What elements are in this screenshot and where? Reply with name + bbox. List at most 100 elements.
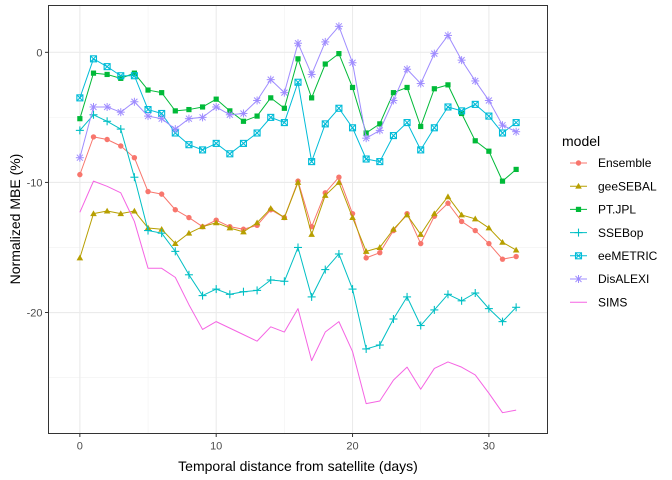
data-point-pt-jpl bbox=[349, 84, 356, 91]
data-point-geesebal bbox=[471, 215, 479, 222]
data-point-pt-jpl bbox=[486, 148, 492, 154]
legend-key-marker bbox=[575, 182, 582, 189]
data-point-geesebal bbox=[117, 210, 125, 217]
data-point-eemetric bbox=[280, 119, 288, 127]
data-point-eemetric bbox=[471, 100, 479, 108]
axes: 0 10 20 30 0 -10 -20 bbox=[27, 47, 495, 452]
data-point-ensemble bbox=[486, 240, 492, 247]
data-point-disalexi bbox=[348, 58, 357, 67]
data-point-ssebop bbox=[498, 317, 507, 326]
data-point-ensemble bbox=[172, 207, 178, 213]
data-point-ensemble bbox=[158, 191, 165, 197]
data-point-eemetric bbox=[335, 104, 343, 112]
data-point-eemetric bbox=[212, 139, 220, 147]
data-point-eemetric bbox=[430, 124, 438, 132]
x-tick-label: 10 bbox=[210, 441, 222, 453]
data-point-geesebal bbox=[417, 231, 425, 237]
data-point-disalexi bbox=[130, 97, 139, 106]
data-point-eemetric bbox=[76, 94, 84, 102]
data-point-disalexi bbox=[225, 110, 234, 119]
data-point-eemetric bbox=[389, 132, 397, 140]
data-point-geesebal bbox=[131, 207, 138, 214]
data-point-eemetric bbox=[226, 150, 234, 158]
data-point-ssebop bbox=[103, 117, 112, 126]
data-point-disalexi bbox=[498, 121, 507, 130]
series-eemetric bbox=[76, 55, 520, 166]
x-axis-title: Temporal distance from satellite (days) bbox=[178, 458, 418, 474]
data-point-eemetric bbox=[294, 78, 302, 86]
data-point-pt-jpl bbox=[377, 121, 383, 127]
legend-key-marker bbox=[574, 252, 583, 260]
legend-item-sims: SIMS bbox=[570, 295, 627, 309]
data-point-ssebop bbox=[75, 126, 84, 135]
data-point-disalexi bbox=[157, 114, 166, 123]
data-point-disalexi bbox=[198, 113, 207, 122]
data-point-disalexi bbox=[307, 70, 316, 79]
data-point-ssebop bbox=[484, 304, 493, 313]
data-point-eemetric bbox=[458, 107, 466, 115]
data-point-eemetric bbox=[485, 112, 493, 120]
data-point-disalexi bbox=[144, 112, 153, 121]
x-tick-label: 30 bbox=[483, 441, 495, 453]
data-point-geesebal bbox=[90, 210, 97, 217]
data-point-geesebal bbox=[212, 219, 220, 226]
data-point-ssebop bbox=[416, 321, 425, 330]
data-point-pt-jpl bbox=[404, 84, 410, 91]
data-point-eemetric bbox=[417, 146, 425, 154]
data-point-pt-jpl bbox=[322, 61, 328, 67]
data-point-pt-jpl bbox=[363, 130, 369, 136]
data-point-ssebop bbox=[443, 290, 452, 299]
data-point-ssebop bbox=[225, 290, 234, 299]
data-point-disalexi bbox=[403, 65, 412, 74]
data-point-disalexi bbox=[116, 108, 125, 117]
data-point-ensemble bbox=[104, 136, 110, 143]
data-point-pt-jpl bbox=[431, 86, 437, 92]
data-point-eemetric bbox=[444, 103, 452, 111]
data-point-geesebal bbox=[512, 246, 520, 253]
data-point-ensemble bbox=[458, 218, 465, 225]
data-point-disalexi bbox=[212, 102, 221, 111]
data-point-eemetric bbox=[185, 141, 193, 149]
data-point-geesebal bbox=[458, 211, 465, 218]
data-point-ensemble bbox=[186, 214, 192, 221]
data-point-pt-jpl bbox=[513, 166, 519, 173]
data-point-geesebal bbox=[444, 193, 452, 200]
data-point-ssebop bbox=[375, 341, 384, 350]
data-point-geesebal bbox=[308, 231, 315, 237]
data-point-ssebop bbox=[294, 243, 302, 252]
legend-label: DisALEXI bbox=[598, 272, 649, 286]
data-point-pt-jpl bbox=[159, 90, 165, 96]
data-point-pt-jpl bbox=[104, 71, 110, 78]
data-point-pt-jpl bbox=[77, 116, 83, 122]
data-point-disalexi bbox=[321, 37, 330, 46]
data-point-pt-jpl bbox=[336, 51, 342, 57]
data-point-ensemble bbox=[131, 155, 138, 161]
data-point-pt-jpl bbox=[418, 123, 424, 130]
data-point-geesebal bbox=[185, 229, 193, 236]
data-point-pt-jpl bbox=[295, 56, 301, 62]
data-point-ssebop bbox=[307, 292, 316, 301]
data-point-ssebop bbox=[157, 229, 166, 238]
data-point-disalexi bbox=[457, 56, 466, 65]
x-tick-label: 0 bbox=[77, 441, 83, 453]
plot-panel bbox=[48, 5, 548, 434]
y-tick-label: -10 bbox=[27, 177, 43, 189]
data-point-pt-jpl bbox=[472, 138, 478, 144]
data-point-eemetric bbox=[348, 124, 357, 132]
data-point-eemetric bbox=[362, 155, 370, 163]
data-point-ensemble bbox=[499, 256, 506, 262]
data-point-ensemble bbox=[118, 143, 124, 149]
grid-lines bbox=[48, 5, 548, 434]
data-point-pt-jpl bbox=[254, 113, 260, 119]
data-point-geesebal bbox=[76, 254, 84, 261]
data-point-disalexi bbox=[294, 39, 302, 48]
data-point-eemetric bbox=[308, 158, 316, 166]
legend-item-ssebop: SSEBop bbox=[570, 226, 644, 240]
series-line-sims bbox=[79, 180, 517, 414]
y-tick-label: 0 bbox=[36, 47, 42, 59]
data-point-geesebal bbox=[335, 179, 343, 185]
data-point-geesebal bbox=[240, 228, 247, 235]
data-point-ensemble bbox=[77, 171, 83, 178]
data-point-pt-jpl bbox=[268, 95, 274, 101]
data-point-ssebop bbox=[471, 289, 480, 298]
